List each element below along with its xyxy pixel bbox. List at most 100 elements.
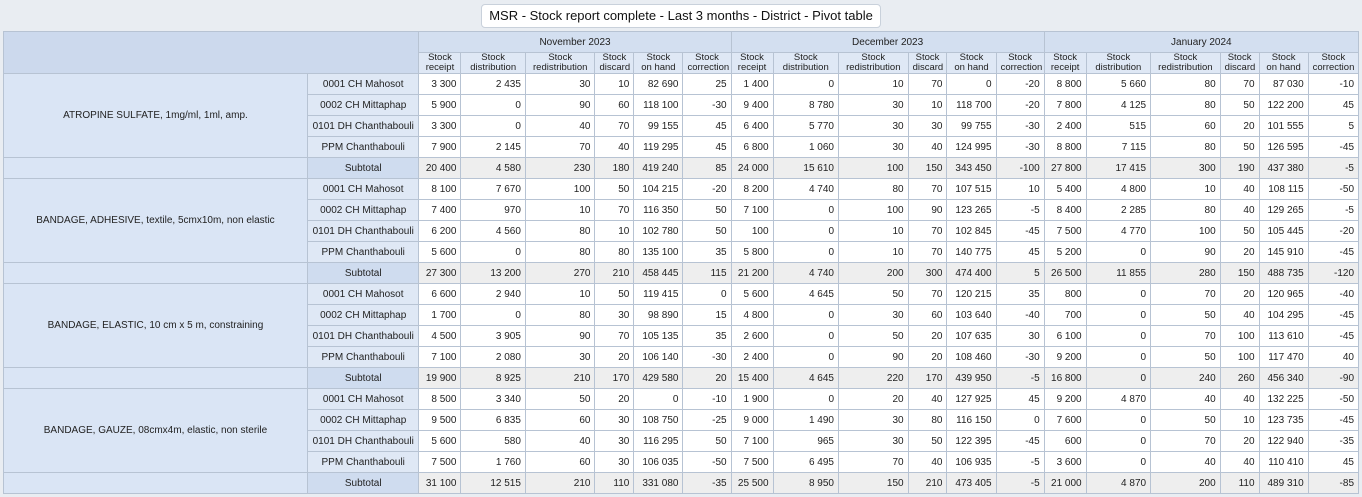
- value-cell: 4 770: [1085, 220, 1152, 242]
- value-cell: -30: [995, 346, 1045, 368]
- value-cell: 35: [995, 283, 1045, 305]
- value-cell: 45: [1307, 94, 1360, 116]
- column-header[interactable]: Stock on hand: [633, 52, 684, 74]
- column-header[interactable]: Stock receipt: [730, 52, 774, 74]
- value-cell: -50: [1307, 178, 1360, 200]
- value-cell: 116 350: [633, 199, 684, 221]
- value-cell: 10: [524, 283, 596, 305]
- column-header[interactable]: Stock distribution: [460, 52, 526, 74]
- value-cell: 50: [838, 325, 909, 347]
- value-cell: 116 150: [946, 409, 997, 431]
- column-header[interactable]: Stock distribution: [772, 52, 840, 74]
- month-header[interactable]: December 2023: [730, 31, 1045, 53]
- value-cell: 80: [594, 241, 635, 263]
- location-cell: 0101 DH Chanthabouli: [306, 220, 420, 242]
- column-header[interactable]: Stock correction: [1307, 52, 1360, 74]
- value-cell: 100: [1150, 220, 1221, 242]
- column-header[interactable]: Stock correction: [682, 52, 732, 74]
- value-cell: 4 800: [730, 304, 774, 326]
- value-cell: -45: [1307, 325, 1360, 347]
- value-cell: -45: [1307, 136, 1360, 158]
- column-header[interactable]: Stock on hand: [1258, 52, 1309, 74]
- value-cell: 70: [907, 220, 948, 242]
- value-cell: 30: [594, 451, 635, 473]
- table-row: PPM Chanthabouli 7 100 2 080 30 20 106 140 -30…: [4, 346, 1360, 368]
- column-header[interactable]: Stock redistribution: [838, 52, 909, 74]
- value-cell: 50: [682, 199, 732, 221]
- value-cell: 1 490: [772, 409, 840, 431]
- month-header[interactable]: November 2023: [418, 31, 732, 53]
- value-cell: 70: [1150, 325, 1221, 347]
- value-cell: 0: [460, 241, 526, 263]
- subtotal-value-cell: 429 580: [633, 367, 684, 389]
- column-header[interactable]: Stock discard: [907, 52, 948, 74]
- column-header[interactable]: Stock discard: [1219, 52, 1260, 74]
- value-cell: 0: [1085, 451, 1152, 473]
- value-cell: 6 200: [418, 220, 462, 242]
- value-cell: 117 470: [1258, 346, 1309, 368]
- column-header[interactable]: Stock distribution: [1085, 52, 1152, 74]
- value-cell: 100: [1219, 325, 1260, 347]
- subtotal-value-cell: 210: [524, 367, 596, 389]
- column-header[interactable]: Stock on hand: [946, 52, 997, 74]
- value-cell: 0: [772, 199, 840, 221]
- value-cell: -20: [1307, 220, 1360, 242]
- subtotal-row: Subtotal 27 300 13 200 270 210 458 445 115 21 2…: [3, 262, 1360, 284]
- value-cell: 10: [594, 73, 635, 95]
- value-cell: 102 845: [946, 220, 997, 242]
- value-cell: 0: [682, 283, 732, 305]
- subtotal-value-cell: 4 870: [1085, 472, 1152, 494]
- value-cell: -5: [995, 451, 1045, 473]
- table-row: ATROPINE SULFATE, 1mg/ml, 1ml, amp. 0001 …: [3, 73, 1360, 158]
- value-cell: 70: [594, 325, 635, 347]
- value-cell: 10: [838, 220, 909, 242]
- column-header[interactable]: Stock redistribution: [1150, 52, 1221, 74]
- location-cell: 0101 DH Chanthabouli: [306, 115, 420, 137]
- value-cell: 35: [682, 241, 732, 263]
- column-header[interactable]: Stock receipt: [1043, 52, 1087, 74]
- value-cell: 965: [772, 430, 840, 452]
- value-cell: 6 400: [730, 115, 774, 137]
- value-cell: 800: [1043, 283, 1087, 305]
- value-cell: 8 780: [772, 94, 840, 116]
- column-header[interactable]: Stock receipt: [418, 52, 462, 74]
- subtotal-value-cell: 85: [682, 157, 732, 179]
- subtotal-value-cell: 110: [594, 472, 635, 494]
- value-cell: 129 265: [1258, 199, 1309, 221]
- month-header[interactable]: January 2024: [1043, 31, 1360, 53]
- item-name-cell: ATROPINE SULFATE, 1mg/ml, 1ml, amp.: [3, 73, 308, 158]
- value-cell: 580: [460, 430, 526, 452]
- value-cell: 0: [995, 409, 1045, 431]
- value-cell: 50: [838, 283, 909, 305]
- value-cell: 108 750: [633, 409, 684, 431]
- value-cell: 135 100: [633, 241, 684, 263]
- column-header[interactable]: Stock discard: [594, 52, 635, 74]
- value-cell: 1 060: [772, 136, 840, 158]
- value-cell: 2 400: [730, 346, 774, 368]
- value-cell: 20: [594, 346, 635, 368]
- value-cell: -45: [1307, 241, 1360, 263]
- value-cell: 20: [838, 388, 909, 410]
- value-cell: 120 215: [946, 283, 997, 305]
- column-header[interactable]: Stock correction: [995, 52, 1045, 74]
- value-cell: 30: [995, 325, 1045, 347]
- subtotal-value-cell: 17 415: [1085, 157, 1152, 179]
- value-cell: 1 900: [730, 388, 774, 410]
- value-cell: 5: [1307, 115, 1360, 137]
- value-cell: 140 775: [946, 241, 997, 263]
- value-cell: 70: [1219, 73, 1260, 95]
- value-cell: 40: [1219, 304, 1260, 326]
- subtotal-value-cell: 0: [1085, 367, 1152, 389]
- subtotal-value-cell: -5: [1307, 157, 1360, 179]
- value-cell: 45: [995, 388, 1045, 410]
- value-cell: 5 400: [1043, 178, 1087, 200]
- value-cell: 70: [524, 136, 596, 158]
- value-cell: 9 500: [418, 409, 462, 431]
- column-header[interactable]: Stock redistribution: [524, 52, 596, 74]
- subtotal-value-cell: 230: [524, 157, 596, 179]
- subtotal-value-cell: 8 950: [772, 472, 840, 494]
- subtotal-value-cell: 115: [682, 262, 732, 284]
- subtotal-value-cell: 200: [1150, 472, 1221, 494]
- value-cell: 20: [1219, 283, 1260, 305]
- value-cell: -10: [1307, 73, 1360, 95]
